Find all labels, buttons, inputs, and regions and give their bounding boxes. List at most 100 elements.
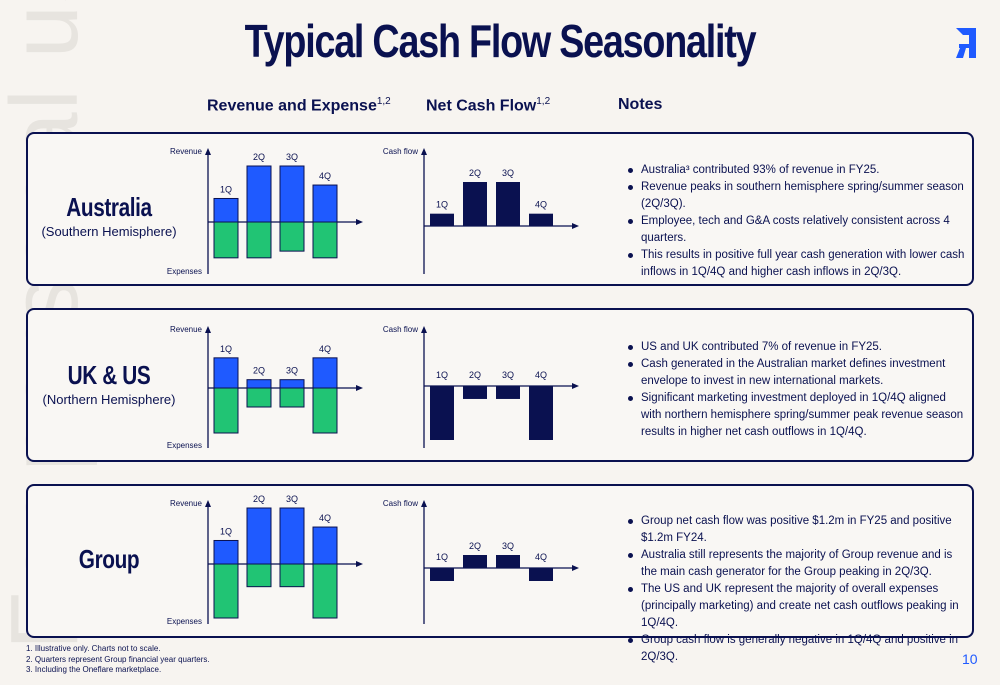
y-axis-arrow-icon — [205, 500, 211, 507]
bar-label: 2Q — [253, 494, 265, 504]
bar-cash-flow — [430, 568, 454, 581]
footnote-2: 2. Quarters represent Group financial ye… — [26, 654, 210, 664]
y-axis-arrow-icon — [421, 148, 427, 155]
bar-cash-flow — [463, 182, 487, 226]
bar-label: 1Q — [436, 200, 448, 210]
bar-cash-flow — [430, 213, 454, 226]
y-axis-label-top: Revenue — [170, 147, 203, 156]
chart-australia-revenue-expense: Revenue Expenses 1Q 2Q 3Q 4Q — [167, 147, 363, 276]
panel-uk-us: UK & US (Northern Hemisphere) US and UK … — [26, 308, 974, 462]
chart-australia-net-cash-flow: Cash flow 1Q 2Q 3Q 4Q — [383, 147, 579, 274]
bar-revenue — [279, 507, 305, 565]
page-number: 10 — [962, 651, 978, 667]
bar-label: 1Q — [220, 526, 232, 536]
bar-revenue — [312, 184, 338, 223]
bar-expense — [279, 221, 305, 252]
note-item: Australia still represents the majority … — [628, 547, 968, 581]
bar-label: 4Q — [535, 200, 547, 210]
note-item: Australia³ contributed 93% of revenue in… — [628, 162, 968, 179]
bar-revenue — [246, 165, 272, 223]
region-name-uk-us: UK & US — [67, 360, 151, 390]
bar-revenue — [279, 165, 305, 223]
bar-label: 4Q — [319, 513, 331, 523]
bar-label: 2Q — [469, 541, 481, 551]
bar-label: 1Q — [220, 184, 232, 194]
y-axis-label-bottom: Expenses — [167, 267, 202, 276]
bar-label: 2Q — [253, 366, 265, 376]
page-title: Typical Cash Flow Seasonality — [244, 15, 757, 67]
y-axis-label-bottom: Expenses — [167, 441, 202, 450]
bar-label: 1Q — [436, 370, 448, 380]
bar-revenue — [246, 379, 272, 389]
bar-expense — [279, 563, 305, 588]
footnote-3: 3. Including the Oneflare marketplace. — [26, 665, 162, 674]
bar-cash-flow — [496, 555, 520, 568]
bar-label: 3Q — [286, 494, 298, 504]
bar-label: 2Q — [253, 152, 265, 162]
region-subtitle-uk-us: (Northern Hemisphere) — [42, 392, 176, 407]
x-axis-arrow-icon — [572, 383, 579, 389]
bar-expense — [246, 221, 272, 259]
bar-expense — [213, 387, 239, 434]
notes-group: Group net cash flow was positive $1.2m i… — [628, 513, 968, 666]
bar-expense — [213, 221, 239, 259]
y-axis-label-top: Revenue — [170, 499, 203, 508]
bar-label: 4Q — [319, 171, 331, 181]
note-item: The US and UK represent the majority of … — [628, 581, 968, 632]
bar-label: 3Q — [286, 152, 298, 162]
bar-revenue — [246, 507, 272, 565]
note-item: Significant marketing investment deploye… — [628, 390, 968, 441]
bar-expense — [246, 563, 272, 588]
chart-uk-us-revenue-expense: Revenue Expenses 1Q 2Q 3Q 4Q — [167, 325, 363, 450]
bar-cash-flow — [463, 555, 487, 568]
x-axis-arrow-icon — [572, 565, 579, 571]
bar-cash-flow — [463, 386, 487, 399]
y-axis-label-bottom: Expenses — [167, 617, 202, 626]
chart-uk-us-net-cash-flow: Cash flow 1Q 2Q 3Q 4Q — [383, 325, 579, 448]
bar-label: 1Q — [436, 552, 448, 562]
header-notes: Notes — [618, 96, 663, 113]
bar-cash-flow — [496, 182, 520, 226]
x-axis-arrow-icon — [356, 385, 363, 391]
bar-expense — [213, 563, 239, 619]
bar-expense — [279, 387, 305, 408]
y-axis-label-top: Cash flow — [383, 325, 418, 334]
header-revenue-expense: Revenue and Expense1,2 — [207, 96, 391, 115]
y-axis-label-top: Cash flow — [383, 147, 418, 156]
bar-cash-flow — [529, 568, 553, 581]
bar-label: 2Q — [469, 370, 481, 380]
note-item: Employee, tech and G&A costs relatively … — [628, 213, 968, 247]
bar-label: 2Q — [469, 168, 481, 178]
x-axis-arrow-icon — [356, 219, 363, 225]
region-name-australia: Australia — [66, 192, 152, 222]
y-axis-label-top: Cash flow — [383, 499, 418, 508]
note-item: Revenue peaks in southern hemisphere spr… — [628, 179, 968, 213]
bar-revenue — [312, 357, 338, 389]
note-item: This results in positive full year cash … — [628, 247, 968, 281]
notes-uk-us: US and UK contributed 7% of revenue in F… — [628, 339, 968, 441]
y-axis-arrow-icon — [205, 148, 211, 155]
bar-revenue — [312, 526, 338, 565]
bar-label: 3Q — [502, 370, 514, 380]
note-item: Cash generated in the Australian market … — [628, 356, 968, 390]
bar-label: 3Q — [286, 366, 298, 376]
header-revenue-expense-label: Revenue and Expense — [207, 97, 377, 115]
footnote-1: 1. Illustrative only. Charts not to scal… — [26, 644, 161, 653]
bar-cash-flow — [529, 386, 553, 440]
bar-label: 3Q — [502, 168, 514, 178]
y-axis-arrow-icon — [421, 326, 427, 333]
bar-label: 4Q — [535, 370, 547, 380]
region-subtitle-australia: (Southern Hemisphere) — [41, 224, 177, 239]
bar-revenue — [213, 357, 239, 389]
note-item: Group net cash flow was positive $1.2m i… — [628, 513, 968, 547]
bar-expense — [246, 387, 272, 408]
bar-expense — [312, 387, 338, 434]
note-item: Group cash flow is generally negative in… — [628, 632, 968, 666]
bar-cash-flow — [496, 386, 520, 399]
bar-revenue — [213, 539, 239, 565]
notes-australia: Australia³ contributed 93% of revenue in… — [628, 162, 968, 281]
bar-revenue — [213, 197, 239, 223]
note-item: US and UK contributed 7% of revenue in F… — [628, 339, 968, 356]
bar-expense — [312, 221, 338, 259]
chart-group-net-cash-flow: Cash flow 1Q 2Q 3Q 4Q — [383, 499, 579, 624]
